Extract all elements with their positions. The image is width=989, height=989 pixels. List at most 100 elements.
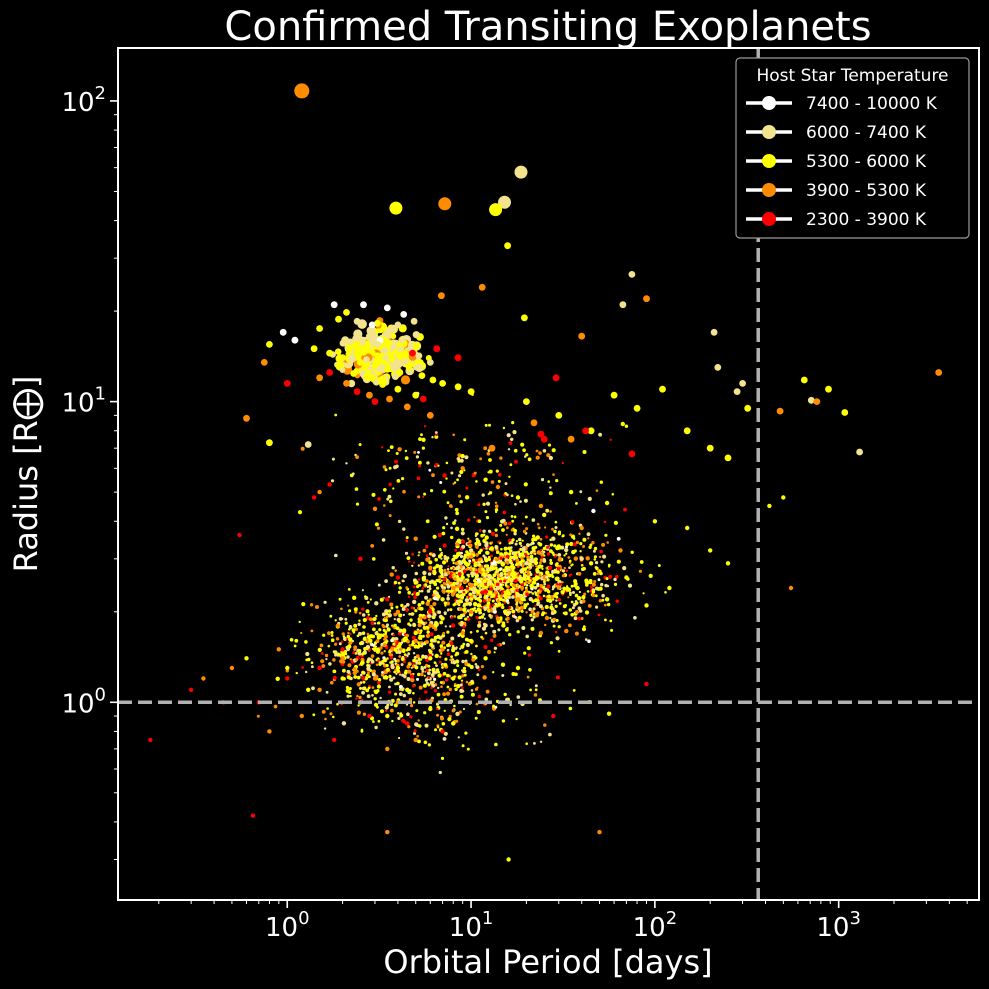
scatter-point: [393, 580, 398, 585]
scatter-point: [517, 550, 521, 554]
scatter-point: [526, 543, 530, 547]
scatter-point: [428, 598, 432, 602]
scatter-point: [464, 495, 470, 500]
scatter-point: [496, 572, 500, 576]
scatter-point: [360, 301, 367, 309]
scatter-point: [294, 638, 299, 643]
scatter-point: [529, 591, 533, 594]
scatter-point: [321, 664, 326, 668]
scatter-point: [462, 670, 465, 674]
scatter-point: [558, 602, 562, 605]
scatter-point: [442, 560, 446, 565]
scatter-point: [338, 597, 342, 601]
scatter-point: [384, 468, 388, 472]
scatter-point: [426, 589, 431, 593]
scatter-point: [397, 716, 401, 721]
scatter-point: [354, 652, 358, 655]
scatter-point: [615, 574, 619, 579]
scatter-point: [371, 398, 379, 405]
scatter-point: [609, 619, 613, 623]
scatter-point: [552, 585, 556, 589]
scatter-point: [405, 364, 413, 371]
scatter-point: [546, 545, 550, 549]
scatter-point: [285, 676, 290, 681]
scatter-point: [524, 571, 527, 574]
scatter-point: [346, 347, 353, 354]
scatter-point: [310, 629, 314, 633]
scatter-point: [366, 391, 373, 399]
scatter-point: [512, 583, 516, 588]
scatter-point: [587, 537, 590, 540]
scatter-point: [391, 719, 394, 723]
scatter-point: [622, 566, 627, 571]
scatter-point: [536, 582, 540, 586]
scatter-point: [463, 579, 468, 584]
scatter-point: [522, 448, 526, 453]
scatter-point: [582, 450, 587, 454]
scatter-point: [359, 641, 363, 646]
scatter-point: [441, 531, 446, 536]
scatter-point: [464, 455, 469, 460]
scatter-point: [597, 829, 602, 835]
scatter-point: [495, 582, 500, 587]
scatter-point: [525, 527, 529, 531]
scatter-point: [434, 431, 438, 434]
scatter-point: [407, 622, 411, 626]
scatter-point: [512, 571, 517, 576]
scatter-point: [501, 528, 505, 532]
scatter-point: [608, 565, 611, 568]
scatter-point: [467, 537, 470, 540]
scatter-point: [494, 742, 498, 747]
scatter-point: [428, 468, 432, 472]
scatter-point: [488, 469, 493, 474]
scatter-point: [507, 595, 511, 600]
scatter-point: [492, 629, 497, 634]
scatter-point: [449, 608, 453, 612]
scatter-point: [517, 593, 522, 598]
scatter-point: [554, 576, 559, 582]
scatter-point: [664, 591, 667, 594]
scatter-point: [600, 560, 604, 564]
scatter-point: [425, 554, 429, 558]
scatter-point: [606, 541, 609, 544]
scatter-point: [476, 673, 480, 677]
scatter-point: [591, 541, 595, 545]
scatter-point: [394, 692, 398, 696]
scatter-point: [344, 621, 348, 625]
scatter-point: [381, 623, 385, 627]
scatter-point: [474, 597, 477, 601]
scatter-point: [383, 366, 391, 373]
scatter-point: [424, 595, 429, 600]
scatter-point: [446, 685, 450, 689]
scatter-point: [477, 563, 480, 566]
scatter-point: [475, 702, 479, 706]
scatter-point: [494, 510, 498, 514]
scatter-point: [620, 421, 625, 427]
scatter-point: [554, 526, 558, 529]
scatter-point: [361, 613, 366, 617]
scatter-point: [504, 627, 509, 632]
scatter-point: [498, 472, 502, 477]
scatter-point: [484, 606, 488, 610]
scatter-point: [406, 640, 410, 644]
scatter-point: [523, 498, 528, 503]
scatter-point: [485, 596, 489, 599]
scatter-point: [506, 857, 511, 862]
scatter-point: [571, 606, 575, 610]
scatter-point: [433, 689, 438, 693]
scatter-point: [528, 607, 532, 611]
y-tick-base: 10: [61, 88, 94, 118]
scatter-point: [442, 473, 447, 478]
scatter-point: [463, 673, 467, 677]
scatter-point: [445, 522, 449, 526]
scatter-point: [329, 712, 333, 716]
scatter-point: [509, 549, 513, 553]
scatter-point: [348, 625, 353, 629]
scatter-point: [510, 589, 515, 594]
scatter-point: [432, 602, 437, 606]
scatter-point: [506, 433, 511, 438]
scatter-point: [425, 601, 430, 606]
scatter-point: [505, 574, 508, 578]
scatter-point: [375, 649, 380, 654]
